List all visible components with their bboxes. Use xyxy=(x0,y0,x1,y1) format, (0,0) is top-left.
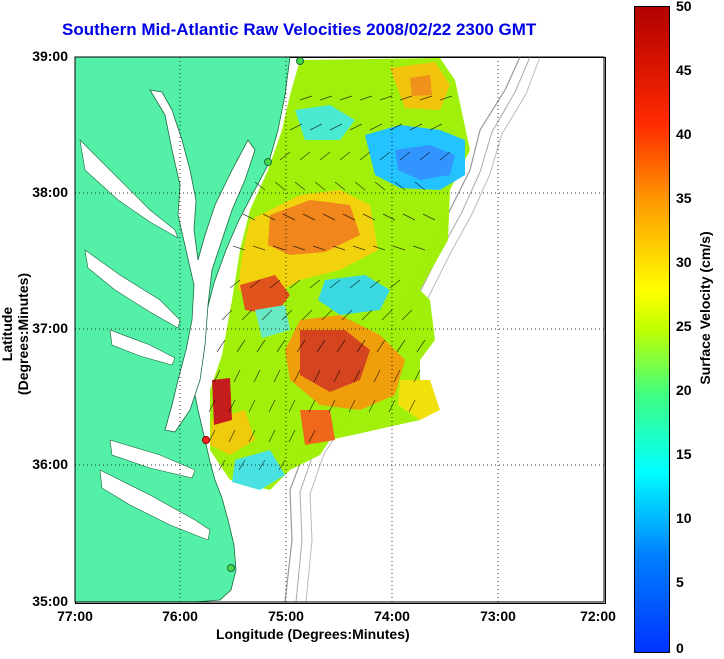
colorbar-tick: 0 xyxy=(676,640,684,656)
colorbar-tick: 30 xyxy=(676,254,692,270)
station-marker xyxy=(202,436,210,444)
colorbar-tick: 50 xyxy=(676,0,692,14)
x-tick-label: 73:00 xyxy=(480,608,516,624)
y-axis-label: Latitude (Degrees:Minutes) xyxy=(0,272,31,396)
y-tick-label: 37:00 xyxy=(32,320,68,336)
station-marker xyxy=(227,564,235,572)
y-tick-label: 35:00 xyxy=(32,593,68,609)
x-tick-label: 77:00 xyxy=(57,608,93,624)
colorbar-tick: 35 xyxy=(676,190,692,206)
station-marker xyxy=(296,57,304,65)
colorbar-tick: 5 xyxy=(676,574,684,590)
colorbar-tick: 25 xyxy=(676,318,692,334)
x-tick-label: 76:00 xyxy=(162,608,198,624)
colorbar-tick: 20 xyxy=(676,382,692,398)
x-axis-label: Longitude (Degrees:Minutes) xyxy=(216,626,410,642)
colorbar-label: Surface Velocity (cm/s) xyxy=(697,231,713,385)
x-tick-label: 72:00 xyxy=(580,608,616,624)
velocity-field xyxy=(210,58,470,490)
y-tick-label: 38:00 xyxy=(32,184,68,200)
y-tick-label: 39:00 xyxy=(32,48,68,64)
x-tick-label: 74:00 xyxy=(374,608,410,624)
velocity-vectors xyxy=(208,95,453,471)
chesapeake-bay xyxy=(149,89,256,433)
colorbar-tick: 10 xyxy=(676,510,692,526)
x-tick-label: 75:00 xyxy=(268,608,304,624)
station-marker xyxy=(264,158,272,166)
colorbar-tick: 15 xyxy=(676,446,692,462)
colorbar xyxy=(634,6,670,653)
y-tick-label: 36:00 xyxy=(32,456,68,472)
colorbar-tick: 40 xyxy=(676,126,692,142)
map-title: Southern Mid-Atlantic Raw Velocities 200… xyxy=(62,20,537,39)
colorbar-tick: 45 xyxy=(676,62,692,78)
